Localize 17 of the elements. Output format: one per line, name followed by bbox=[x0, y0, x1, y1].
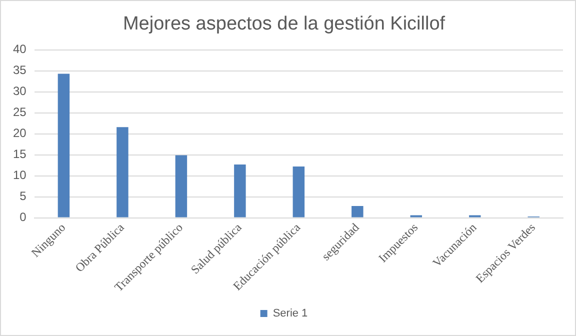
y-tick-label: 0 bbox=[20, 210, 27, 224]
y-tick-label: 35 bbox=[12, 63, 27, 78]
y-tick-label: 30 bbox=[12, 84, 27, 98]
bar bbox=[175, 155, 188, 218]
y-tick-label: 15 bbox=[12, 147, 27, 162]
y-tick-label: 20 bbox=[12, 126, 27, 140]
bar bbox=[234, 164, 246, 218]
bar bbox=[352, 206, 364, 218]
y-tick-label: 40 bbox=[12, 42, 27, 56]
legend-label: Serie 1 bbox=[272, 308, 308, 320]
y-tick-label: 5 bbox=[20, 189, 27, 204]
chart-title: Mejores aspectos de la gestión Kicillof bbox=[122, 14, 446, 35]
bar bbox=[58, 74, 70, 218]
y-tick-label: 25 bbox=[12, 105, 27, 120]
y-tick-label: 10 bbox=[12, 168, 27, 182]
bar bbox=[116, 127, 128, 218]
bar bbox=[292, 166, 305, 218]
